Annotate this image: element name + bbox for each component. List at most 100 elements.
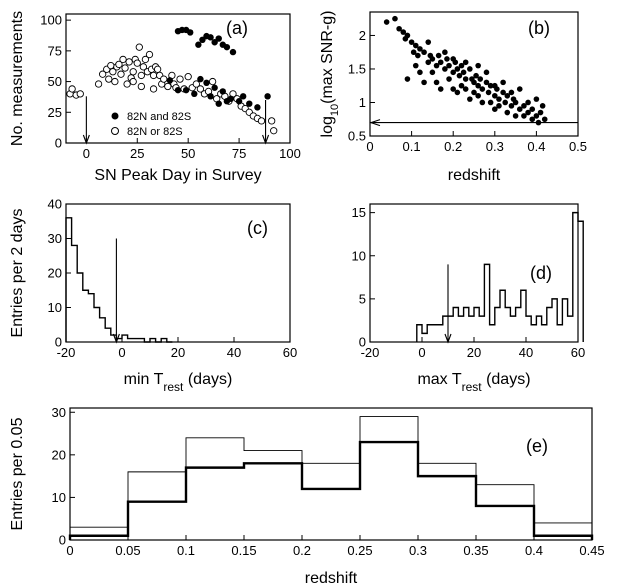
open-point [94, 80, 103, 88]
open-point [184, 73, 192, 81]
y-tick-label: 1 [359, 95, 366, 110]
panel-b-xlabel: redshift [448, 167, 501, 184]
filled-point [442, 49, 448, 56]
filled-point [223, 98, 231, 105]
filled-point [235, 98, 243, 105]
filled-point [504, 92, 511, 99]
panel-a-frame [65, 13, 291, 144]
x-tick-label: 0.15 [231, 543, 256, 558]
legend-label-filled: 82N and 82S [127, 111, 191, 123]
panel-a-xlabel: SN Peak Day in Survey [94, 167, 261, 184]
filled-point [492, 92, 498, 99]
filled-point [496, 103, 502, 109]
filled-point [197, 75, 204, 83]
filled-point [462, 76, 469, 82]
panel-d-label: (d) [530, 263, 552, 283]
histogram-thick [68, 440, 594, 540]
filled-point [541, 116, 548, 123]
filled-point [187, 29, 194, 36]
filled-point [533, 96, 540, 102]
filled-point [239, 93, 247, 100]
filled-point [408, 39, 415, 45]
filled-point [412, 62, 419, 69]
histogram-thin [69, 416, 593, 540]
filled-point [435, 52, 442, 59]
open-point [176, 75, 184, 83]
panel-c-xlabel: min Trest (days) [124, 371, 233, 394]
open-point [164, 82, 172, 91]
y-tick-label: 50 [48, 74, 62, 89]
y-tick-label: 25 [48, 105, 62, 120]
open-point [129, 77, 137, 86]
x-tick-label: 0 [366, 139, 373, 154]
filled-point [512, 99, 519, 106]
y-tick-label: 10 [52, 490, 66, 505]
panel-d-xlabel: max Trest (days) [417, 371, 530, 394]
filled-point [460, 69, 467, 76]
panel-d-frame [369, 203, 579, 343]
filled-point [525, 109, 531, 116]
filled-point [215, 100, 222, 107]
open-point [160, 75, 168, 83]
panel-c-ylabel: Entries per 2 days [9, 209, 26, 338]
x-tick-label: -20 [361, 345, 380, 360]
y-tick-label: 0 [55, 335, 62, 350]
open-point [270, 127, 278, 135]
filled-point [404, 76, 411, 82]
open-point [125, 58, 133, 66]
filled-point [516, 86, 523, 92]
filled-point [223, 43, 231, 51]
y-tick-label: 0 [359, 335, 366, 350]
open-point [141, 55, 150, 64]
x-tick-label: 0.25 [347, 543, 372, 558]
filled-point [479, 86, 486, 92]
open-point [196, 85, 205, 93]
x-tick-label: 0.2 [444, 139, 462, 154]
x-tick-label: 40 [227, 345, 241, 360]
open-point [76, 90, 84, 98]
filled-point [254, 104, 261, 111]
open-point [109, 68, 117, 76]
x-tick-label: 0.5 [569, 139, 587, 154]
filled-point [525, 99, 531, 106]
filled-point [199, 36, 206, 43]
filled-point [477, 76, 484, 82]
open-point [149, 71, 158, 80]
filled-point [475, 82, 481, 89]
x-tick-label: 20 [171, 345, 185, 360]
open-point [208, 77, 217, 86]
filled-point [421, 79, 427, 86]
filled-point [487, 99, 494, 106]
panel-b-marks [369, 15, 578, 127]
filled-point [458, 62, 465, 69]
panel-e-marks [68, 416, 594, 540]
filled-point [500, 79, 506, 86]
open-point [117, 70, 125, 78]
filled-point [450, 69, 457, 76]
panel-a: 0 25 50 75 100 0 25 50 75 100 (a) SN Peak Day in … [9, 11, 301, 184]
y-tick-label: 0 [55, 136, 62, 151]
y-tick-label: 30 [52, 405, 66, 420]
open-point [107, 61, 115, 70]
open-point [149, 85, 158, 93]
filled-point [446, 62, 452, 69]
x-tick-label: 0.35 [463, 543, 488, 558]
x-tick-label: 0.4 [527, 139, 545, 154]
panel-e-frame [69, 407, 593, 541]
filled-point [433, 79, 440, 86]
filled-point [207, 34, 214, 41]
y-tick-label: 2 [359, 28, 366, 43]
panel-b-ticks: 0 0.1 0.2 0.3 0.4 0.5 0.5 1 1.5 2 [348, 28, 587, 154]
open-point [121, 64, 129, 72]
x-tick-label: 0.1 [177, 543, 195, 558]
open-point [105, 75, 113, 83]
filled-point [500, 89, 506, 96]
panel-e: 0 0.05 0.1 0.15 0.2 0.25 0.3 0.35 0.4 0.45 0 10 20 30… [9, 405, 605, 587]
filled-point [512, 113, 519, 119]
panel-e-ylabel: Entries per 0.05 [9, 417, 26, 530]
x-tick-label: 60 [571, 345, 585, 360]
open-point [257, 117, 266, 125]
